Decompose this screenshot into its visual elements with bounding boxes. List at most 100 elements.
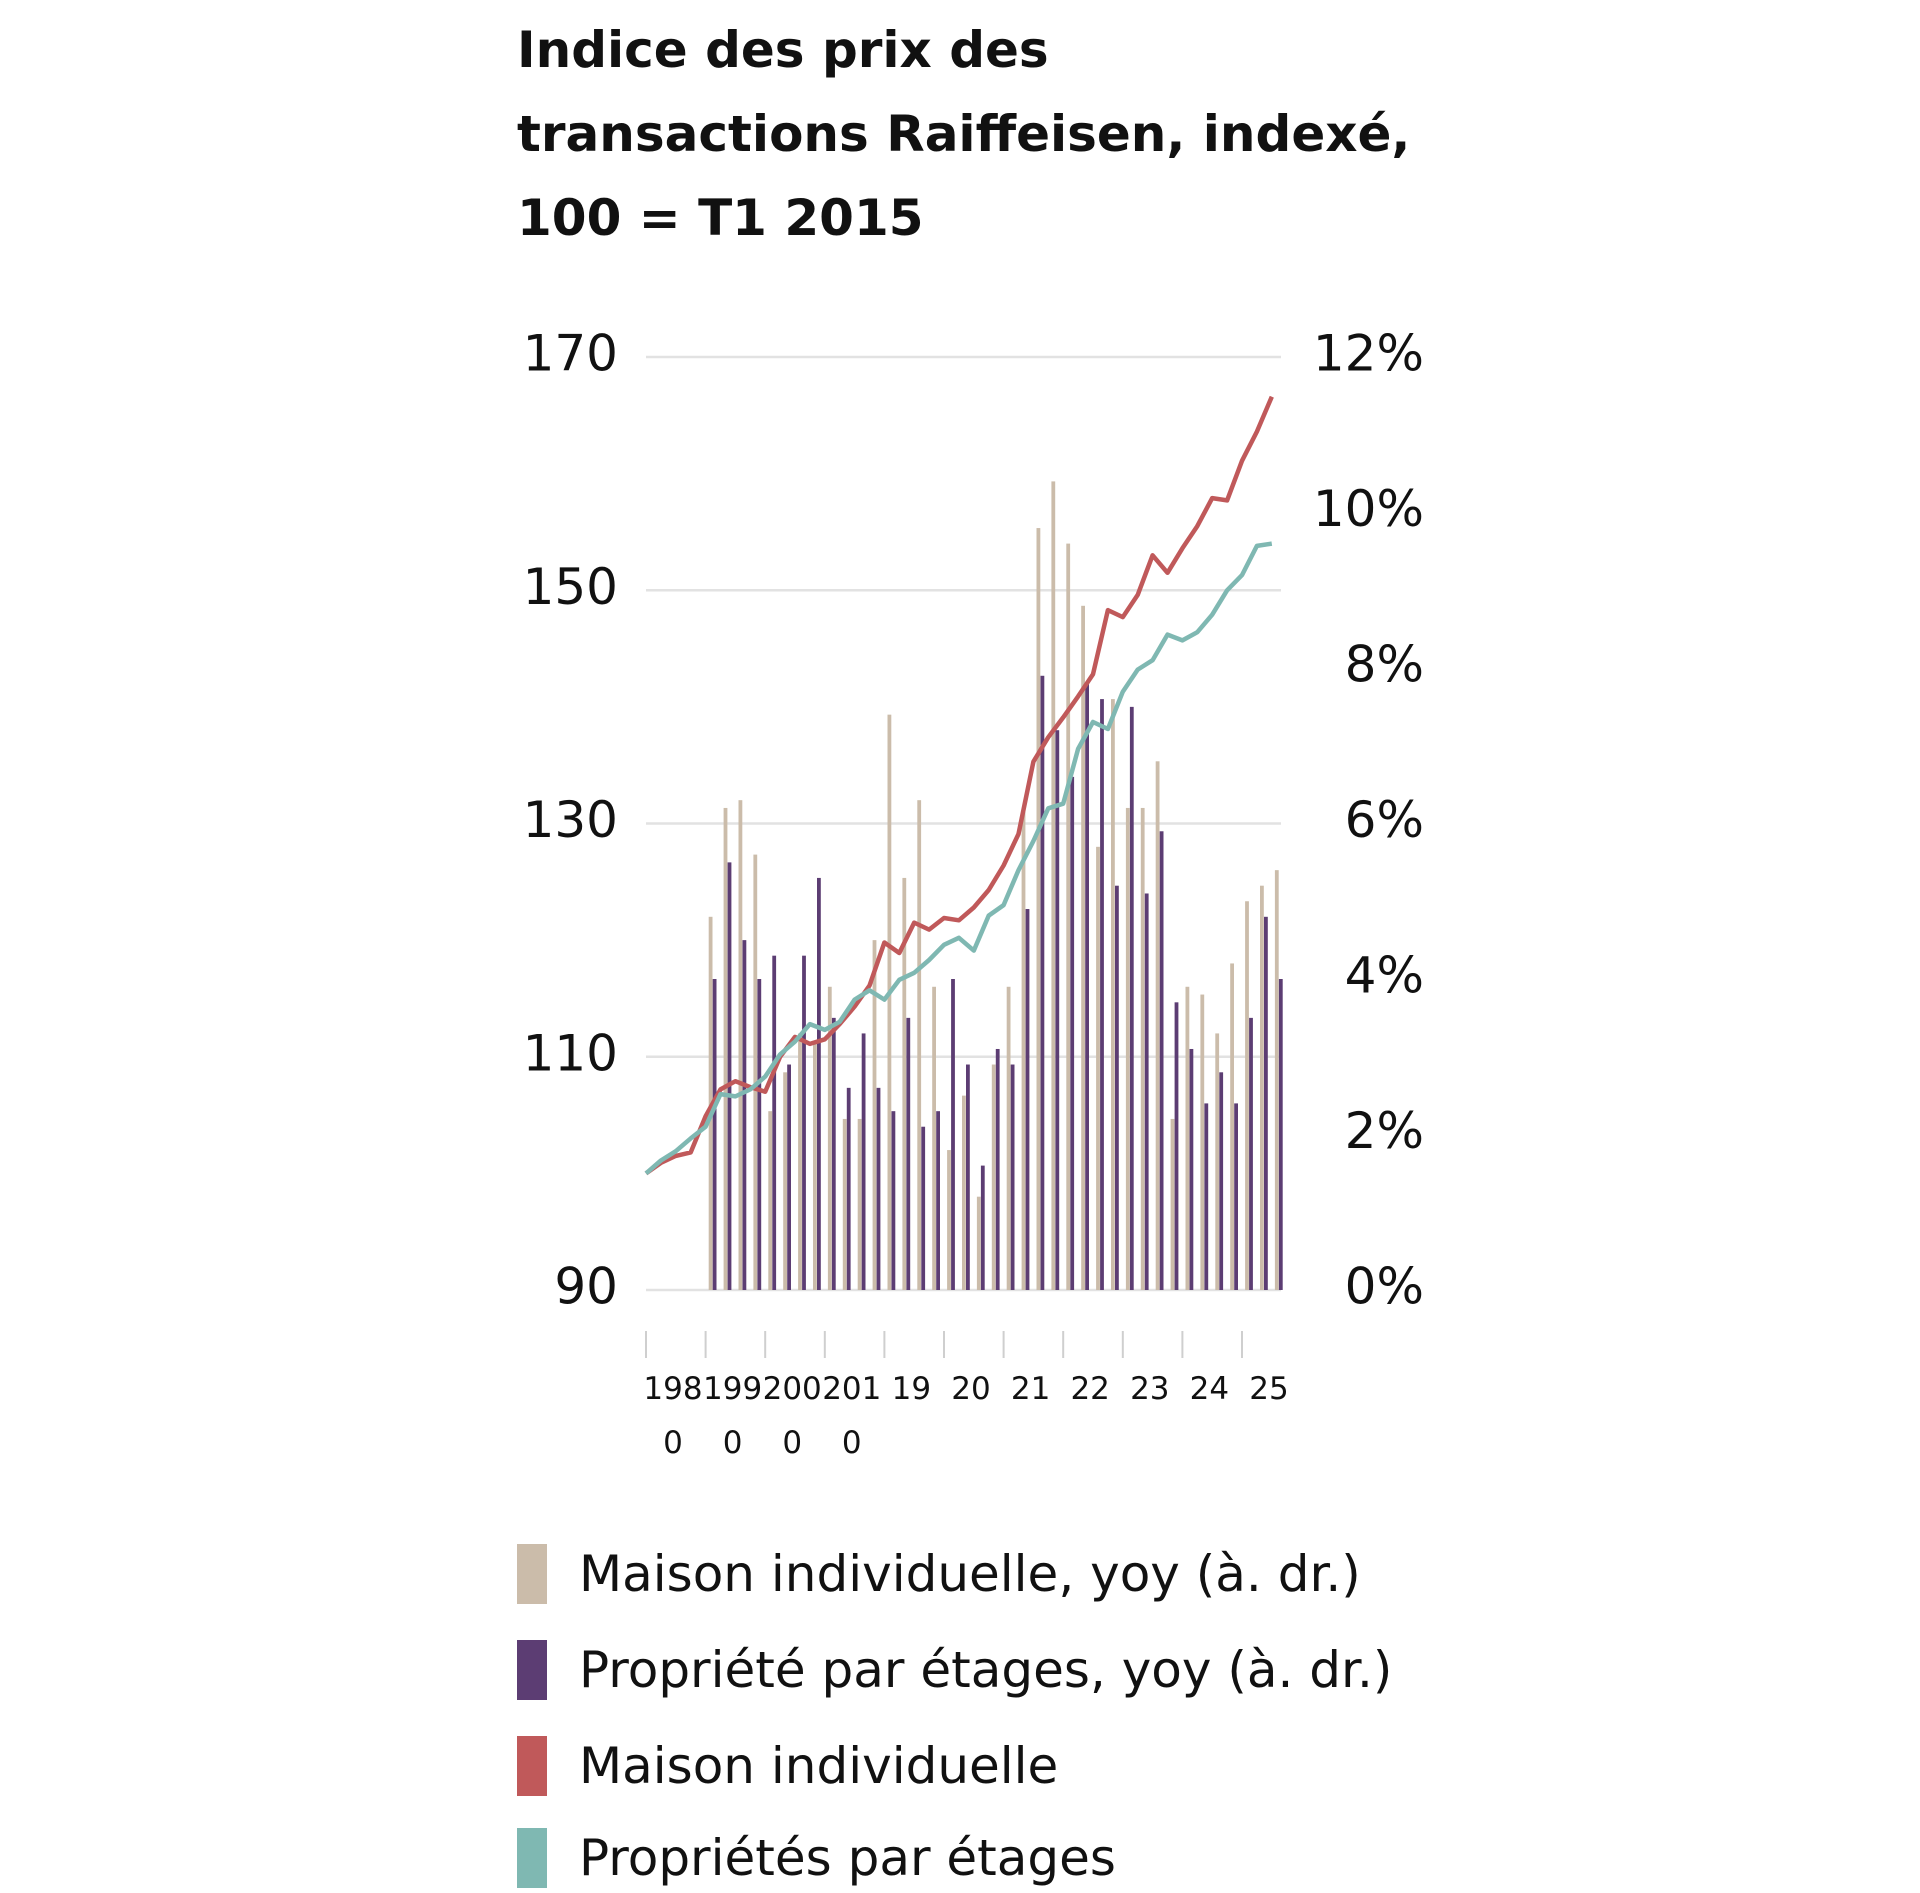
legend-label: Propriétés par étages [579,1829,1116,1887]
y-tick-label: 110 [523,1024,618,1082]
bar [962,1095,966,1290]
x-tick-label: 20 [951,1371,991,1407]
bar [1140,807,1145,1290]
bar [1129,706,1134,1290]
bar [817,877,821,1290]
bar [1100,699,1104,1290]
bar [921,1126,926,1290]
bar [1278,979,1283,1290]
bar [1264,916,1268,1290]
bar [1111,699,1115,1290]
bar [1274,870,1279,1290]
bar [951,979,955,1290]
bar [757,979,762,1290]
bar [802,955,806,1290]
y2-tick-label: 0% [1345,1258,1424,1316]
y-tick-label: 150 [523,558,618,616]
bar [876,1087,881,1290]
bar [772,955,777,1290]
x-tick-label: 19 [891,1371,932,1407]
bar [1249,1017,1253,1290]
bar [1200,994,1205,1290]
bar [1230,963,1234,1290]
legend-swatch [517,1640,547,1700]
bar [1010,1064,1015,1290]
bar [1085,683,1089,1290]
legend-label: Maison individuelle [579,1737,1059,1795]
bar [727,862,732,1290]
bar [1006,986,1011,1290]
bar [1055,730,1060,1290]
x-tick-label: 1990 [703,1371,763,1461]
bar [906,1017,911,1290]
line [644,541,1273,1176]
y2-tick-label: 6% [1345,791,1424,849]
bar [995,1048,1000,1290]
bar [1234,1103,1238,1290]
bar [966,1064,970,1290]
bar [712,979,717,1290]
legend-swatch [517,1828,547,1888]
bar [1070,776,1075,1290]
legend-swatch [517,1736,547,1796]
bar [932,986,936,1290]
bar [976,1196,981,1290]
bar [1170,1118,1175,1290]
legend-swatch [517,1544,547,1604]
bar [1189,1048,1194,1290]
bar [1040,675,1045,1290]
x-tick-label: 22 [1070,1371,1110,1407]
bar [1185,986,1190,1290]
bar [936,1111,940,1290]
x-tick-label: 1980 [643,1371,703,1461]
bar [1115,885,1119,1290]
bar [1036,528,1041,1290]
y-tick-label: 90 [554,1258,618,1316]
legend-label: Propriété par étages, yoy (à. dr.) [579,1641,1393,1699]
bar [1155,761,1160,1290]
bar [1021,807,1026,1290]
bar [723,807,728,1290]
bar [842,1118,847,1290]
bar [742,940,747,1290]
bar [787,1064,791,1290]
x-tick-label: 24 [1189,1371,1230,1407]
bar [1260,885,1264,1290]
x-tick-label: 2010 [822,1371,882,1461]
bar [917,800,922,1290]
y2-tick-label: 12% [1313,325,1424,383]
y-tick-label: 130 [523,791,618,849]
y2-tick-label: 2% [1345,1102,1424,1160]
bar [1096,846,1100,1290]
bar [991,1064,996,1290]
legend-label: Maison individuelle, yoy (à. dr.) [579,1545,1361,1603]
y2-tick-label: 10% [1313,480,1424,538]
bar [1215,1033,1220,1290]
bar [1174,1002,1179,1290]
bar [857,1118,862,1290]
bar [1051,481,1056,1290]
bar [783,1072,787,1290]
y-tick-label: 170 [523,325,618,383]
bar [738,800,743,1290]
chart-title: Indice des prix des transactions Raiffei… [517,21,1411,247]
x-tick-label: 25 [1249,1371,1289,1407]
bar [1066,543,1071,1290]
bar [1245,901,1249,1290]
x-tick-label: 23 [1130,1371,1170,1407]
bar [1159,831,1164,1290]
bar [902,877,907,1290]
bar [1144,893,1149,1290]
bar [846,1087,851,1290]
bar [861,1033,866,1290]
y2-tick-label: 4% [1345,947,1424,1005]
x-tick-label: 21 [1010,1371,1051,1407]
bar [1025,909,1030,1290]
bar [753,854,758,1290]
x-tick-label: 2000 [762,1371,822,1461]
bar [831,1017,836,1290]
bar [872,940,877,1290]
bar [798,1033,802,1290]
bar [827,986,832,1290]
